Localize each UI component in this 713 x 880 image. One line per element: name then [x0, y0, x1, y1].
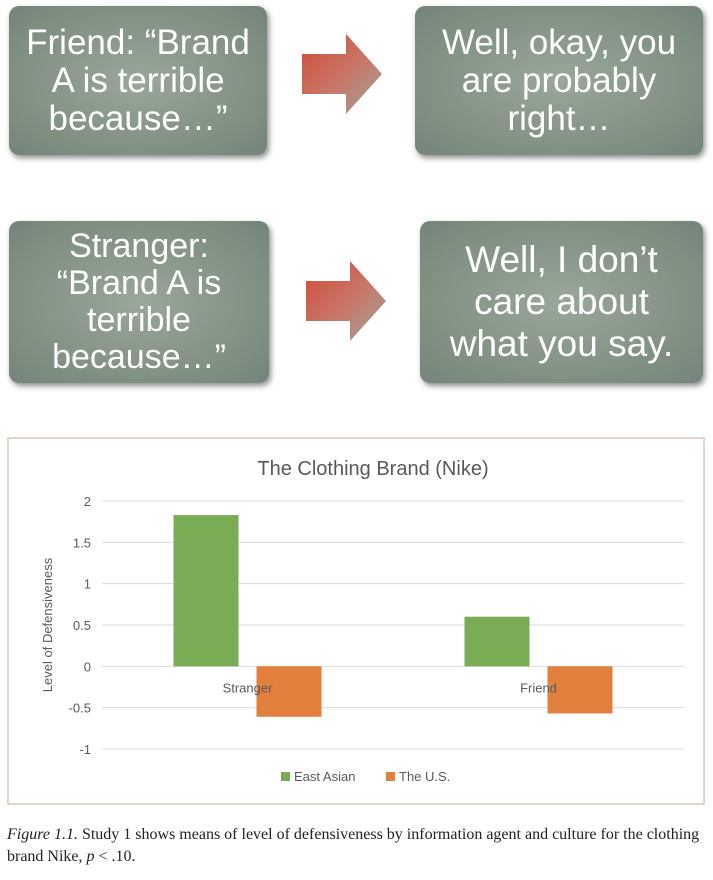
- chart-frame: The Clothing Brand (Nike) 2 1.5 1 0.5 0 -0.5 -1…: [7, 437, 705, 805]
- p-symbol: p: [86, 848, 95, 865]
- x-category-label: Stranger: [223, 680, 274, 695]
- y-tick-label: 2: [84, 494, 91, 509]
- legend-label: East Asian: [294, 769, 355, 784]
- y-tick-label: 1: [84, 577, 91, 592]
- stranger-response-text: Well, I don’t care about what you say.: [449, 239, 674, 364]
- legend-swatch: [386, 772, 395, 781]
- stranger-response-box: Well, I don’t care about what you say.: [420, 221, 703, 383]
- caption-text: Study 1 shows means of level of defensiv…: [7, 826, 700, 865]
- figure-label: Figure 1.1.: [7, 826, 78, 843]
- right-arrow-icon: [302, 34, 382, 114]
- bar-chart: The Clothing Brand (Nike) 2 1.5 1 0.5 0 -0.5 -1…: [40, 458, 684, 784]
- y-tick-label: 1.5: [73, 535, 91, 550]
- friend-statement-text: Friend: “Brand A is terrible because…”: [26, 22, 250, 138]
- stranger-statement-text: Stranger: “Brand A is terrible because…”: [52, 227, 226, 376]
- y-tick-label: 0.5: [73, 618, 91, 633]
- friend-response-box: Well, okay, you are probably right…: [415, 6, 703, 155]
- legend-label: The U.S.: [399, 769, 450, 784]
- figure-caption: Figure 1.1. Study 1 shows means of level…: [7, 824, 707, 868]
- bar-east-asian: [464, 616, 530, 667]
- bar-us: [547, 666, 613, 714]
- legend-swatch: [281, 772, 290, 781]
- stranger-statement-box: Stranger: “Brand A is terrible because…”: [9, 221, 269, 383]
- y-axis-label: Level of Defensiveness: [40, 557, 55, 692]
- friend-response-text: Well, okay, you are probably right…: [441, 22, 677, 138]
- bar-east-asian: [173, 515, 239, 667]
- chart-title: The Clothing Brand (Nike): [257, 458, 488, 480]
- p-value: < .10.: [94, 848, 136, 865]
- right-arrow-icon: [306, 261, 386, 341]
- bar-us: [256, 666, 322, 717]
- y-tick-label: -0.5: [69, 701, 91, 716]
- friend-statement-box: Friend: “Brand A is terrible because…”: [9, 6, 267, 155]
- y-tick-label: 0: [84, 659, 91, 674]
- y-tick-label: -1: [79, 742, 91, 757]
- x-category-label: Friend: [520, 680, 557, 695]
